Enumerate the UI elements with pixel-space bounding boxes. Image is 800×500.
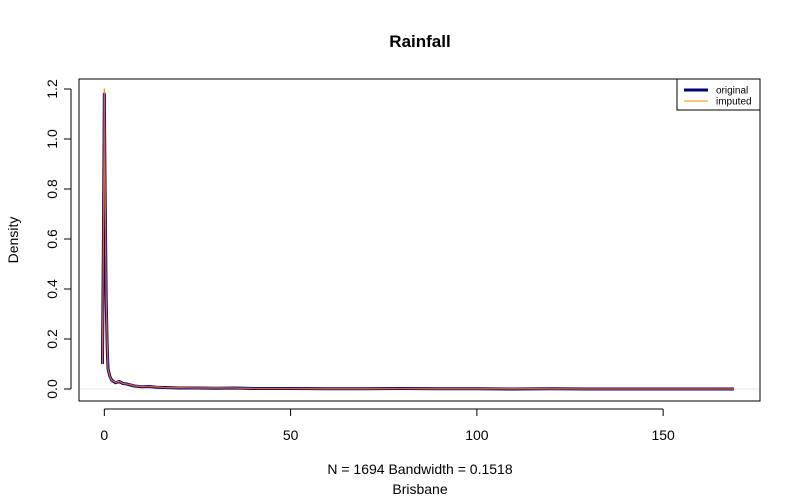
y-tick-label: 1.2 [44, 79, 60, 99]
series-imputed-line [101, 88, 734, 390]
series-overlay-line [102, 93, 734, 390]
legend-label-original: original [716, 86, 748, 97]
x-axis: 0 50 100 150 [100, 408, 675, 443]
x-tick-label: 0 [100, 427, 108, 443]
legend-box [676, 78, 761, 111]
y-tick-label: 0.2 [44, 329, 60, 349]
y-tick-label: 0.6 [44, 229, 60, 249]
series-layer [100, 88, 734, 391]
plot-frame [78, 78, 761, 402]
x-tick-label: 50 [283, 427, 299, 443]
y-tick-label: 1.0 [44, 129, 60, 149]
x-tick-label: 100 [465, 427, 489, 443]
chart-title: Rainfall [389, 32, 450, 51]
legend: original imputed [676, 78, 761, 111]
x-axis-label-line2: Brisbane [392, 481, 447, 497]
y-tick-label: 0.4 [44, 279, 60, 299]
y-tick-label: 0.8 [44, 179, 60, 199]
x-axis-label-line1: N = 1694 Bandwidth = 0.1518 [327, 461, 512, 477]
legend-label-imputed: imputed [716, 97, 752, 108]
y-axis-label: Density [5, 217, 21, 264]
series-original-line [100, 92, 734, 391]
y-axis: 0.0 0.2 0.4 0.6 0.8 1.0 1.2 [44, 79, 72, 399]
y-tick-label: 0.0 [44, 379, 60, 399]
x-tick-label: 150 [651, 427, 675, 443]
